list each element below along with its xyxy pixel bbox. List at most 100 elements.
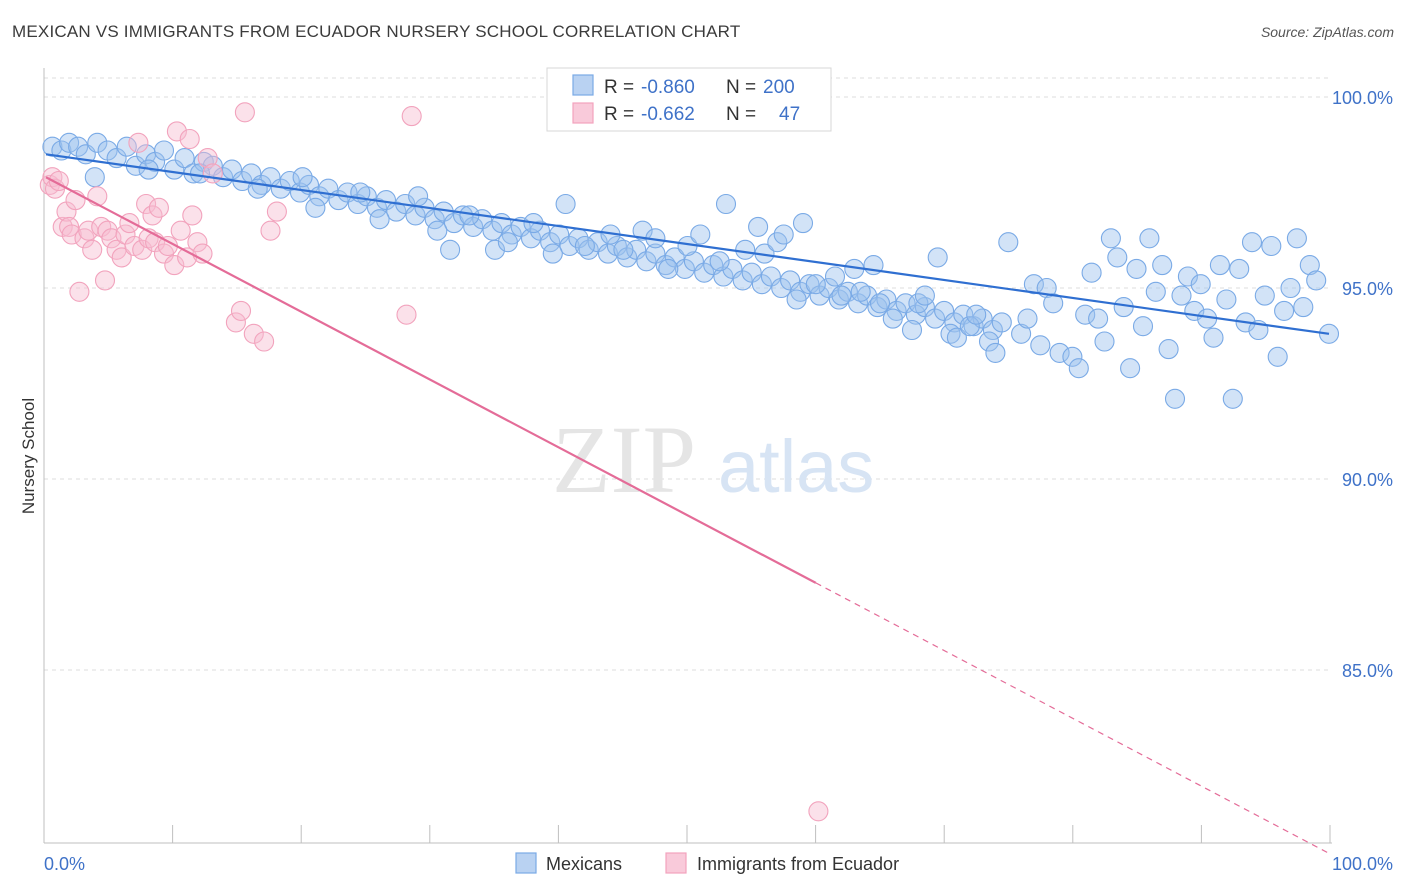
legend-r-value-1: -0.860 (641, 77, 695, 98)
point-blue-149 (966, 304, 987, 325)
point-blue-87 (876, 289, 897, 310)
point-blue-105 (305, 197, 326, 218)
point-pink-29 (148, 197, 169, 218)
trend-line-ecuador-extension (815, 582, 1330, 854)
point-blue-14 (174, 148, 195, 169)
point-blue-138 (850, 281, 871, 302)
y-tick-labels: 85.0% 90.0% 95.0% 100.0% (1332, 88, 1393, 681)
point-pink-15 (94, 270, 116, 291)
point-pink-49 (166, 121, 187, 142)
point-blue-53 (549, 224, 570, 245)
point-pink-25 (136, 193, 157, 215)
y-axis-label: Nursery School (19, 398, 38, 514)
point-blue-63 (645, 243, 666, 264)
point-blue-176 (1164, 388, 1186, 409)
point-blue-127 (735, 239, 756, 260)
point-blue-190 (1254, 285, 1275, 306)
point-blue-172 (1139, 228, 1160, 249)
point-blue-197 (1299, 255, 1320, 276)
point-blue-198 (1306, 270, 1327, 291)
legend-r-label-1: R = (604, 77, 634, 98)
point-blue-164 (1088, 308, 1109, 329)
y-tick-label-0: 85.0% (1342, 661, 1393, 681)
point-blue-158 (1043, 293, 1064, 314)
point-blue-119 (613, 239, 634, 260)
point-blue-99 (991, 312, 1012, 333)
legend-bottom-label-ecuador: Immigrants from Ecuador (697, 854, 899, 874)
point-blue-146 (940, 323, 961, 344)
legend-r-label-2: R = (604, 104, 634, 125)
point-blue-19 (221, 159, 243, 180)
point-blue-145 (927, 247, 948, 268)
watermark-zip: ZIP (552, 406, 696, 513)
point-blue-191 (1261, 235, 1282, 257)
point-blue-69 (703, 255, 724, 276)
point-pink-13 (87, 186, 108, 207)
point-blue-185 (1222, 388, 1243, 409)
point-blue-3 (68, 136, 89, 157)
legend-swatch-pink (572, 102, 594, 124)
point-blue-126 (715, 193, 737, 215)
point-blue-71 (722, 258, 743, 279)
point-blue-170 (1126, 258, 1147, 279)
x-tick-labels: 0.0% 100.0% (44, 854, 1393, 874)
watermark-atlas: atlas (718, 425, 874, 508)
point-pink-6 (59, 216, 80, 237)
point-pink-33 (170, 220, 191, 241)
trend-line-ecuador (45, 176, 817, 584)
point-pink-32 (164, 255, 185, 276)
point-blue-180 (1190, 274, 1211, 295)
point-blue-67 (683, 251, 704, 272)
legend-bottom-swatch-mexicans (515, 852, 537, 874)
point-pink-42 (243, 323, 264, 344)
point-blue-97 (972, 308, 993, 329)
point-blue-133 (792, 213, 814, 234)
point-blue-141 (882, 308, 903, 329)
point-pink-36 (187, 232, 208, 253)
point-blue-110 (440, 239, 461, 260)
point-blue-153 (1011, 323, 1032, 344)
point-blue-193 (1274, 300, 1295, 321)
point-pink-24 (132, 239, 153, 260)
point-blue-144 (914, 285, 935, 306)
point-blue-152 (998, 232, 1019, 253)
point-blue-117 (574, 235, 595, 257)
legend-bottom-swatch-ecuador (665, 852, 687, 874)
point-blue-13 (164, 159, 185, 180)
chart-title: MEXICAN VS IMMIGRANTS FROM ECUADOR NURSE… (12, 22, 741, 41)
point-pink-23 (128, 132, 149, 153)
point-blue-91 (914, 297, 935, 318)
point-blue-183 (1209, 255, 1230, 276)
point-blue-151 (985, 342, 1006, 363)
legend-swatch-blue (572, 74, 594, 96)
point-blue-173 (1145, 281, 1166, 302)
point-blue-81 (818, 277, 839, 299)
point-blue-100 (84, 167, 105, 188)
point-pink-47 (401, 106, 422, 127)
point-blue-128 (748, 216, 769, 237)
point-blue-166 (1100, 228, 1121, 249)
watermark: ZIP atlas (552, 406, 874, 513)
point-blue-184 (1216, 289, 1237, 310)
point-blue-163 (1081, 262, 1102, 283)
point-pink-50 (179, 128, 200, 150)
point-blue-93 (934, 300, 955, 321)
point-pink-43 (254, 331, 275, 352)
point-blue-159 (1049, 342, 1070, 363)
legend-n-label-2: N = (726, 104, 756, 125)
point-blue-175 (1158, 339, 1179, 360)
point-blue-104 (292, 167, 313, 188)
point-blue-194 (1280, 277, 1301, 299)
point-pink-12 (82, 239, 103, 260)
point-blue-131 (773, 224, 794, 245)
point-blue-65 (664, 247, 685, 268)
point-pink-14 (91, 216, 112, 237)
point-pink-51 (808, 801, 829, 822)
point-blue-154 (1017, 308, 1038, 329)
point-blue-112 (484, 239, 506, 260)
axes (43, 68, 1332, 844)
point-blue-135 (824, 266, 846, 287)
point-blue-116 (555, 193, 576, 215)
point-blue-122 (658, 258, 679, 279)
